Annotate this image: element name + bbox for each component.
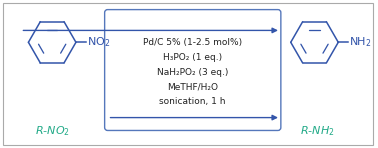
Text: H₃PO₂ (1 eq.): H₃PO₂ (1 eq.) [163, 53, 222, 62]
Text: NaH₂PO₂ (3 eq.): NaH₂PO₂ (3 eq.) [157, 67, 228, 77]
Text: R-NH$_2$: R-NH$_2$ [300, 125, 335, 138]
Text: R-NO$_2$: R-NO$_2$ [35, 125, 70, 138]
Text: Pd/C 5% (1-2.5 mol%): Pd/C 5% (1-2.5 mol%) [143, 38, 242, 47]
Text: NH$_2$: NH$_2$ [349, 35, 372, 49]
Text: MeTHF/H₂O: MeTHF/H₂O [167, 82, 218, 91]
FancyBboxPatch shape [105, 10, 281, 131]
Text: NO$_2$: NO$_2$ [87, 35, 110, 49]
Text: sonication, 1 h: sonication, 1 h [160, 97, 226, 106]
